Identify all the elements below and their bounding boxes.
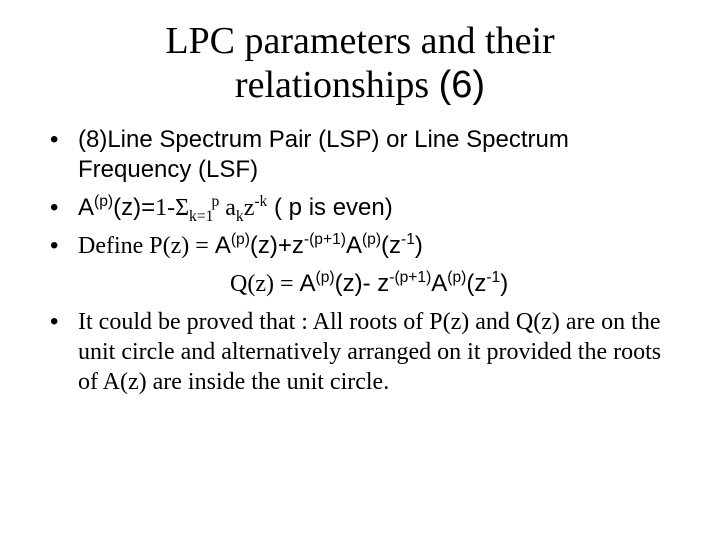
q-A1: A (300, 270, 316, 297)
slide: LPC parameters and their relationships (… (0, 0, 720, 540)
bullet-4-text: It could be proved that : All roots of P… (78, 309, 661, 395)
b3-exp1: -(p+1) (304, 231, 346, 248)
bullet-3: Define P(z) = A(p)(z)+z-(p+1)A(p)(z-1) (50, 231, 670, 261)
q-A2: A (431, 270, 447, 297)
b2-zneg: z (244, 195, 255, 221)
bullet-1-text: (8)Line Spectrum Pair (LSP) or Line Spec… (78, 126, 569, 183)
b2-oneminus: 1- (155, 195, 175, 221)
bullet-2: A(p)(z)=1-Σk=1p akz-k ( p is even) (50, 193, 670, 223)
b2-a: a (219, 195, 236, 221)
b3-z2: (z (381, 232, 401, 259)
q-exp1: -(p+1) (389, 269, 431, 286)
q-psup1: (p) (316, 269, 335, 286)
q-neg1a: -1 (486, 269, 500, 286)
title-line1: LPC parameters and their (165, 20, 554, 62)
b2-sigma: Σ (175, 195, 189, 221)
q-close1: ) (500, 270, 508, 297)
q-z1: (z)- z (335, 270, 390, 297)
b2-psup: (p) (94, 193, 113, 210)
slide-title: LPC parameters and their relationships (… (50, 20, 670, 107)
b3-close1: ) (415, 232, 423, 259)
b3-psup2: (p) (362, 231, 381, 248)
b3-psup1: (p) (231, 231, 250, 248)
q-lead: Q(z) = (230, 271, 300, 297)
b2-z: (z)= (113, 194, 155, 221)
q-psup2: (p) (447, 269, 466, 286)
bullet-1: (8)Line Spectrum Pair (LSP) or Line Spec… (50, 125, 670, 185)
bullet-list-2: It could be proved that : All roots of P… (50, 307, 670, 397)
title-line2-prefix: relationships (235, 64, 439, 106)
b3-A2: A (346, 232, 362, 259)
b2-k1: k=1 (189, 208, 213, 225)
b3-z1: (z)+z (250, 232, 304, 259)
b3-A1: A (215, 232, 231, 259)
b3-lead: Define P(z) = (78, 233, 215, 259)
title-line2-num: (6) (439, 64, 485, 106)
b2-negk: -k (254, 193, 267, 210)
q-line: Q(z) = A(p)(z)- z-(p+1)A(p)(z-1) (50, 269, 670, 299)
b3-neg1a: -1 (401, 231, 415, 248)
bullet-list: (8)Line Spectrum Pair (LSP) or Line Spec… (50, 125, 670, 261)
bullet-4: It could be proved that : All roots of P… (50, 307, 670, 397)
q-z2: (z (466, 270, 486, 297)
b2-A: A (78, 194, 94, 221)
b2-tail: ( p is even) (267, 194, 392, 221)
b2-k: k (236, 208, 244, 225)
